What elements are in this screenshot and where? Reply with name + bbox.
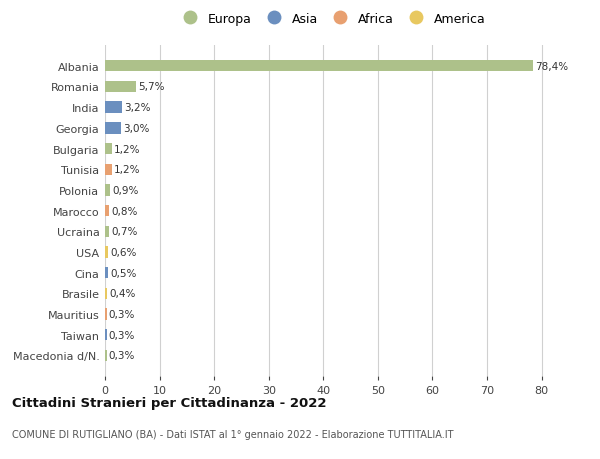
Bar — [105, 185, 110, 196]
Text: 0,5%: 0,5% — [110, 268, 136, 278]
Bar — [105, 123, 121, 134]
Bar — [105, 288, 107, 299]
Bar — [105, 82, 136, 93]
Bar — [105, 144, 112, 155]
Text: 3,0%: 3,0% — [124, 123, 150, 134]
Bar — [105, 61, 533, 72]
Text: 0,7%: 0,7% — [111, 227, 137, 237]
Text: 0,3%: 0,3% — [109, 309, 135, 319]
Text: Cittadini Stranieri per Cittadinanza - 2022: Cittadini Stranieri per Cittadinanza - 2… — [12, 396, 326, 409]
Text: 0,9%: 0,9% — [112, 185, 139, 196]
Bar — [105, 102, 122, 113]
Text: 1,2%: 1,2% — [114, 165, 140, 175]
Text: COMUNE DI RUTIGLIANO (BA) - Dati ISTAT al 1° gennaio 2022 - Elaborazione TUTTITA: COMUNE DI RUTIGLIANO (BA) - Dati ISTAT a… — [12, 429, 454, 439]
Bar — [105, 247, 108, 258]
Text: 0,4%: 0,4% — [109, 289, 136, 299]
Text: 0,8%: 0,8% — [112, 206, 138, 216]
Text: 1,2%: 1,2% — [114, 144, 140, 154]
Text: 78,4%: 78,4% — [535, 62, 568, 72]
Text: 0,3%: 0,3% — [109, 330, 135, 340]
Bar — [105, 164, 112, 175]
Bar — [105, 268, 108, 279]
Text: 0,3%: 0,3% — [109, 351, 135, 361]
Text: 5,7%: 5,7% — [138, 82, 165, 92]
Bar — [105, 330, 107, 341]
Legend: Europa, Asia, Africa, America: Europa, Asia, Africa, America — [178, 12, 485, 25]
Bar — [105, 226, 109, 237]
Text: 3,2%: 3,2% — [125, 103, 151, 113]
Bar — [105, 309, 107, 320]
Bar — [105, 206, 109, 217]
Text: 0,6%: 0,6% — [110, 247, 137, 257]
Bar — [105, 350, 107, 361]
